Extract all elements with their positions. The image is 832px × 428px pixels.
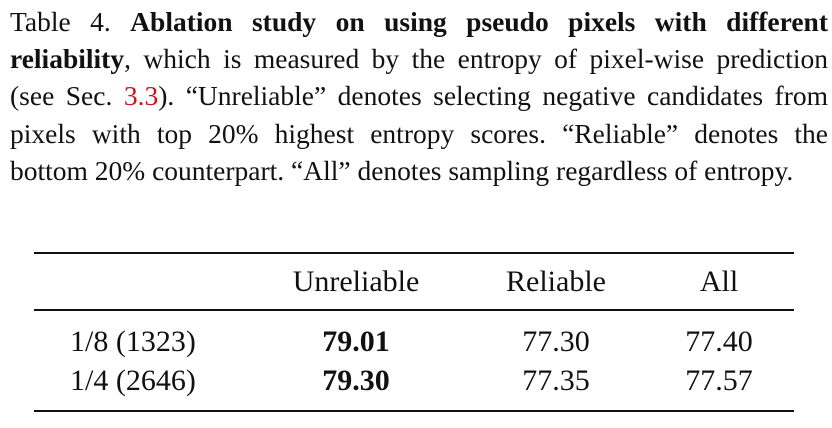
row-label: 1/8 (1323) xyxy=(70,325,196,358)
cell-all: 77.40 xyxy=(685,325,753,358)
section-reference-link[interactable]: 3.3 xyxy=(123,80,159,112)
column-header-all: All xyxy=(699,265,739,298)
caption-text-after-ref: ). “Unreliable” denotes selecting negati… xyxy=(10,80,829,186)
table-top-rule xyxy=(34,252,794,254)
column-header-reliable: Reliable xyxy=(506,265,606,298)
table-caption: Table 4. Ablation study on using pseudo … xyxy=(10,3,828,189)
table-bottom-rule xyxy=(34,410,794,412)
column-header-unreliable: Unreliable xyxy=(292,265,420,298)
caption-label: Table 4. xyxy=(10,6,111,37)
cell-unreliable-best: 79.30 xyxy=(322,364,390,397)
cell-reliable: 77.30 xyxy=(522,325,590,358)
caption-title: Ablation study on using pseudo pixels wi… xyxy=(10,6,829,75)
cell-unreliable-best: 79.01 xyxy=(322,325,390,358)
cell-all: 77.57 xyxy=(685,364,753,397)
cell-reliable: 77.35 xyxy=(522,364,590,397)
table-header-rule xyxy=(34,309,794,311)
row-label: 1/4 (2646) xyxy=(70,364,196,397)
caption-text-before-ref: , which is measured by the entropy of pi… xyxy=(10,43,828,112)
